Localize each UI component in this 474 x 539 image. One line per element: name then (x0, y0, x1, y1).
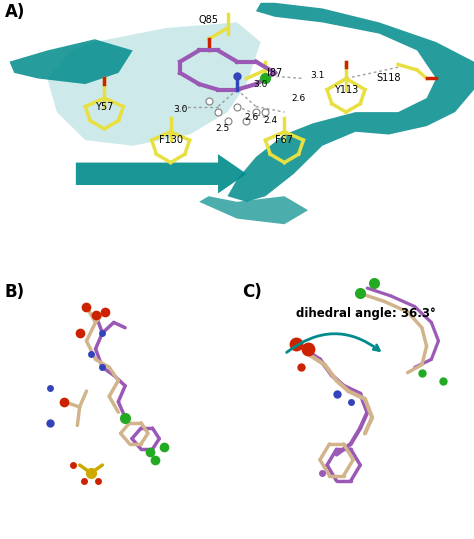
Polygon shape (228, 3, 474, 202)
Polygon shape (76, 154, 246, 194)
Text: 2.4: 2.4 (263, 116, 277, 125)
Polygon shape (199, 196, 308, 224)
Text: C): C) (242, 283, 262, 301)
Polygon shape (9, 39, 133, 84)
Text: A): A) (5, 3, 25, 21)
Text: 2.6: 2.6 (244, 113, 258, 122)
Text: dihedral angle: 36.3°: dihedral angle: 36.3° (296, 307, 436, 320)
Text: F130: F130 (159, 135, 182, 145)
Text: 2.6: 2.6 (292, 94, 306, 102)
Text: F67: F67 (275, 135, 293, 145)
Text: Y113: Y113 (334, 85, 358, 95)
Text: Q85: Q85 (199, 15, 219, 25)
Text: B): B) (5, 283, 25, 301)
Text: 3.1: 3.1 (310, 71, 325, 80)
Text: 3.0: 3.0 (254, 80, 268, 88)
Text: S118: S118 (376, 73, 401, 84)
Polygon shape (47, 23, 261, 146)
Text: 3.0: 3.0 (173, 105, 187, 114)
Text: 2.5: 2.5 (216, 125, 230, 134)
Text: Y57: Y57 (95, 101, 113, 112)
Text: I87: I87 (267, 68, 283, 78)
